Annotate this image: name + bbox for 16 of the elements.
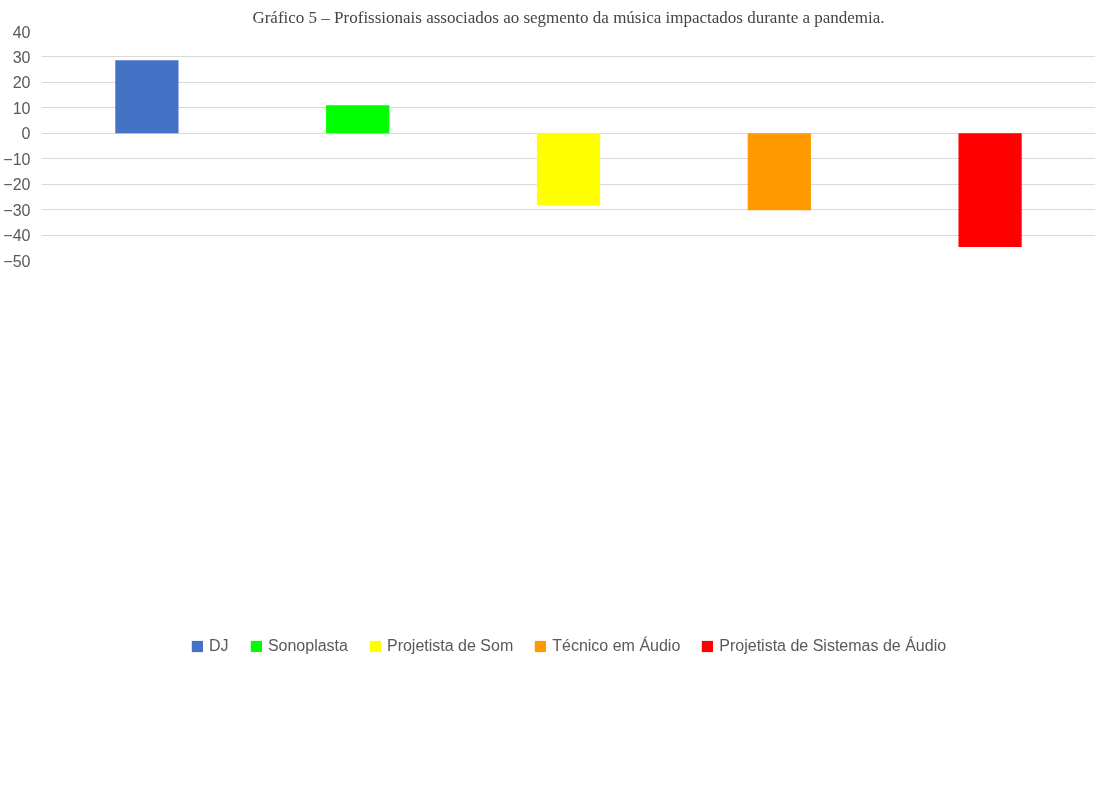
legend-label: Sonoplasta (267, 636, 348, 655)
y-tick-label: 20 (12, 74, 31, 92)
y-tick-label: −10 (3, 150, 31, 168)
y-tick-label: 30 (12, 48, 31, 66)
y-tick-label: 40 (12, 23, 31, 41)
y-tick-label: −40 (3, 227, 31, 245)
y-tick-label: 0 (21, 125, 31, 143)
y-tick-label: −20 (3, 176, 31, 194)
legend-label: Técnico em Áudio (552, 636, 681, 655)
chart-title: Gráfico 5 – Profissionais associados ao segmento da música impactados durante a pandemia. (252, 7, 885, 27)
y-tick-label: −50 (3, 252, 31, 270)
legend-label: Projetista de Sistemas de Áudio (719, 636, 947, 655)
y-tick-label: −30 (3, 201, 31, 219)
legend-label: DJ (208, 636, 229, 655)
legend-label: Projetista de Som (386, 636, 514, 655)
y-tick-label: 10 (12, 99, 31, 117)
